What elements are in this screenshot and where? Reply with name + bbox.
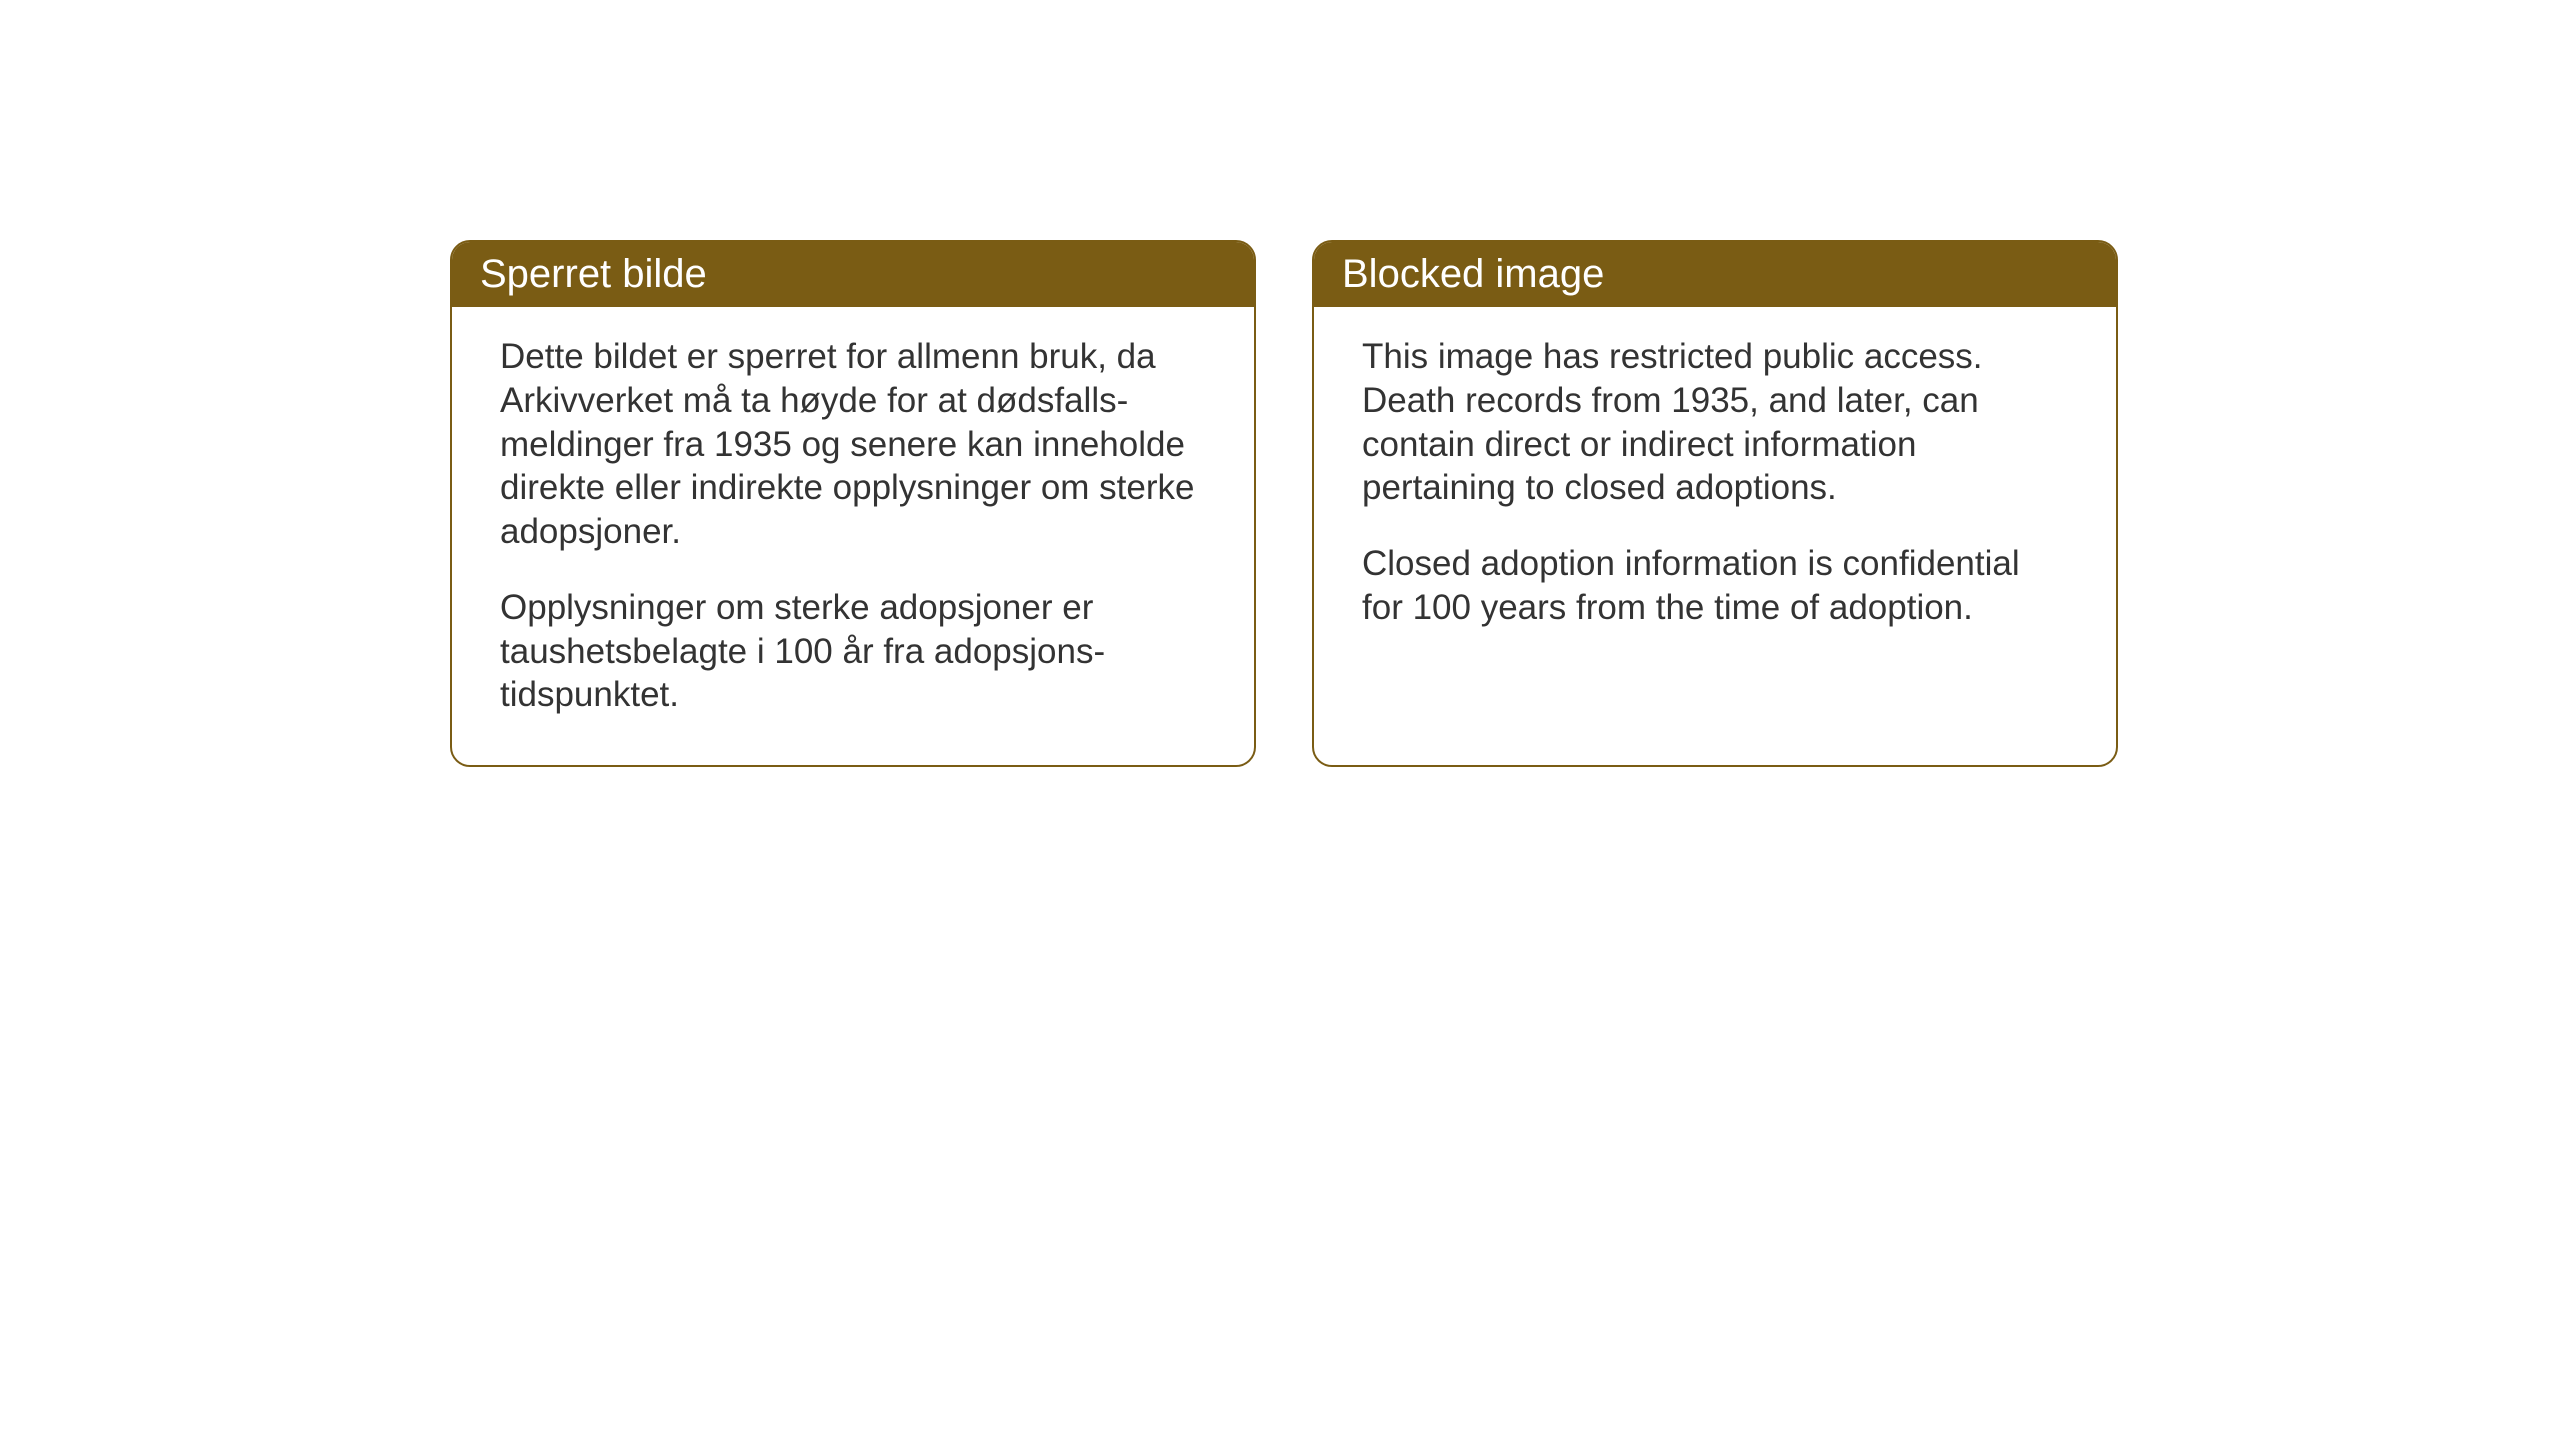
english-paragraph-2: Closed adoption information is confident… (1362, 542, 2068, 630)
norwegian-paragraph-1: Dette bildet er sperret for allmenn bruk… (500, 335, 1206, 554)
norwegian-card-title: Sperret bilde (452, 242, 1254, 307)
english-paragraph-1: This image has restricted public access.… (1362, 335, 2068, 510)
notice-cards-container: Sperret bilde Dette bildet er sperret fo… (450, 240, 2118, 767)
norwegian-paragraph-2: Opplysninger om sterke adopsjoner er tau… (500, 586, 1206, 717)
english-card-body: This image has restricted public access.… (1314, 307, 2116, 678)
english-notice-card: Blocked image This image has restricted … (1312, 240, 2118, 767)
english-card-title: Blocked image (1314, 242, 2116, 307)
norwegian-notice-card: Sperret bilde Dette bildet er sperret fo… (450, 240, 1256, 767)
norwegian-card-body: Dette bildet er sperret for allmenn bruk… (452, 307, 1254, 765)
